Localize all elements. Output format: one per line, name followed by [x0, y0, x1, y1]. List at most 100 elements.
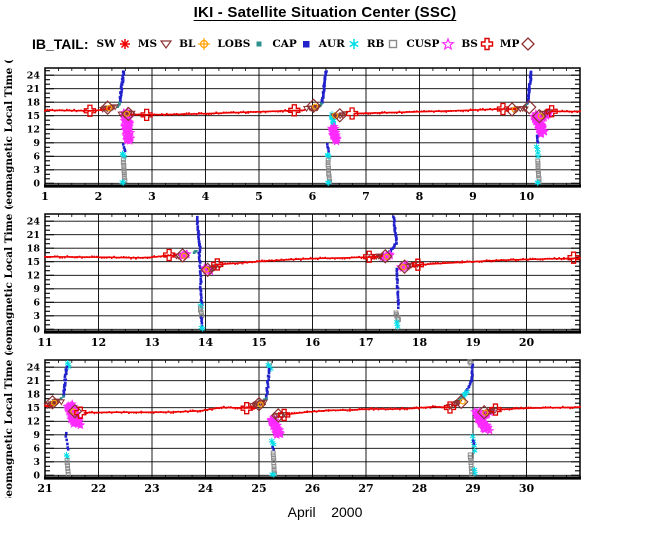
y-axis-title: Geomagnetic Local Time (h)	[3, 60, 15, 206]
legend-label-SW: SW	[96, 38, 116, 50]
svg-text:3: 3	[148, 190, 156, 203]
svg-text:24: 24	[198, 482, 214, 495]
legend-item-CAP: CAP	[272, 33, 313, 56]
legend-label-AUR: AUR	[318, 38, 345, 50]
svg-text:0: 0	[33, 179, 40, 190]
svg-text:14: 14	[198, 336, 214, 349]
svg-text:6: 6	[309, 190, 317, 203]
mp-diamond-markers	[45, 394, 492, 423]
star-open-icon	[439, 33, 456, 56]
y-tick-labels: 0 3 6 9 12 15 18 21 24	[27, 70, 41, 189]
legend-label-LOBS: LOBS	[217, 38, 251, 50]
svg-text:12: 12	[27, 125, 40, 136]
asterisk-6-icon	[345, 33, 362, 56]
mp-diamond-markers	[100, 98, 547, 124]
bl-circle-markers	[50, 398, 489, 416]
gridlines	[44, 214, 580, 332]
svg-text:22: 22	[91, 482, 106, 495]
x-axis-title: April 2000	[287, 504, 363, 520]
svg-text:18: 18	[27, 389, 41, 400]
legend-item-CUSP: CUSP	[406, 33, 456, 56]
legend-item-RB: RB	[367, 33, 402, 56]
diamond-open-icon	[519, 33, 536, 56]
svg-text:30: 30	[519, 482, 535, 495]
svg-text:1: 1	[41, 190, 49, 203]
legend-label-CUSP: CUSP	[406, 38, 440, 50]
legend-label-BS: BS	[461, 38, 478, 50]
panel-2-plot: 0 3 6 9 12 15 18 21 24 11 12 13 14 15 16 17 18 19 20 Geomag…	[3, 206, 581, 352]
svg-text:6: 6	[33, 298, 40, 309]
svg-text:9: 9	[33, 138, 40, 149]
sw-series-line	[44, 404, 581, 416]
y-tick-labels: 0 3 6 9 12 15 18 21 24	[27, 362, 41, 481]
mp-diamond-markers	[175, 248, 412, 278]
svg-text:20: 20	[519, 336, 535, 349]
svg-text:16: 16	[305, 336, 321, 349]
svg-text:25: 25	[251, 482, 266, 495]
svg-text:12: 12	[91, 336, 106, 349]
legend-label-RB: RB	[366, 38, 385, 50]
axes-frame	[44, 213, 581, 334]
legend-item-MP: MP	[500, 33, 537, 56]
x-tick-labels: 11 12 13 14 15 16 17 18 19 20	[37, 336, 534, 349]
panel-3-plot: 0 3 6 9 12 15 18 21 24 21 22 23 24 25 26 27 28 29 30 Geomag…	[3, 352, 581, 498]
svg-text:13: 13	[144, 336, 159, 349]
bs-cross-markers	[83, 102, 558, 121]
svg-text:3: 3	[33, 457, 40, 468]
svg-text:6: 6	[33, 444, 40, 455]
svg-text:4: 4	[202, 190, 210, 203]
legend-item-AUR: AUR	[319, 33, 362, 56]
svg-text:8: 8	[416, 190, 424, 203]
svg-text:21: 21	[37, 482, 52, 495]
svg-text:26: 26	[305, 482, 321, 495]
legend: IB_TAIL: SW MS BL LOBS CAP AUR RB CUSP BS MP	[32, 33, 541, 55]
bl-circle-markers	[181, 252, 407, 273]
svg-text:3: 3	[33, 165, 40, 176]
square-filled-icon	[297, 33, 314, 56]
svg-text:17: 17	[358, 336, 373, 349]
page-title: IKI - Satellite Situation Center (SSC)	[193, 4, 457, 21]
svg-text:28: 28	[412, 482, 428, 495]
sw-series-line	[44, 107, 581, 117]
svg-text:9: 9	[33, 284, 40, 295]
svg-text:24: 24	[27, 216, 41, 227]
gridlines	[44, 360, 580, 478]
svg-text:6: 6	[33, 152, 40, 163]
svg-text:12: 12	[27, 417, 40, 428]
svg-text:0: 0	[33, 471, 40, 482]
x-tick-labels: 1 2 3 4 5 6 7 8 9 10	[41, 190, 534, 203]
svg-text:21: 21	[27, 376, 40, 387]
svg-text:15: 15	[27, 403, 40, 414]
svg-text:18: 18	[27, 97, 41, 108]
svg-text:21: 21	[27, 84, 40, 95]
svg-text:0: 0	[33, 325, 40, 336]
svg-text:3: 3	[33, 311, 40, 322]
square-filled-small-icon	[250, 33, 267, 56]
svg-text:19: 19	[465, 336, 480, 349]
svg-text:24: 24	[27, 362, 41, 373]
triangle-down-open-icon	[157, 33, 174, 56]
svg-text:18: 18	[412, 336, 428, 349]
dataset-label: IB_TAIL:	[32, 36, 89, 52]
legend-item-LOBS: LOBS	[217, 33, 267, 56]
svg-text:2: 2	[95, 190, 103, 203]
x-tick-labels: 21 22 23 24 25 26 27 28 29 30	[37, 482, 534, 495]
svg-text:21: 21	[27, 230, 40, 241]
y-axis-title: Geomagnetic Local Time (h)	[3, 352, 15, 498]
region-scatter-points	[43, 359, 499, 478]
y-tick-labels: 0 3 6 9 12 15 18 21 24	[27, 216, 41, 335]
sun-circle-open-icon	[195, 33, 212, 56]
svg-text:15: 15	[27, 111, 40, 122]
svg-text:7: 7	[362, 190, 370, 203]
svg-text:24: 24	[27, 70, 41, 81]
y-axis-title: Geomagnetic Local Time (h)	[3, 206, 15, 352]
cross-open-icon	[478, 33, 495, 56]
svg-text:11: 11	[37, 336, 52, 349]
bs-cross-markers	[162, 248, 580, 271]
legend-item-BS: BS	[461, 33, 494, 56]
legend-label-CAP: CAP	[272, 38, 297, 50]
svg-text:15: 15	[251, 336, 266, 349]
legend-label-BL: BL	[179, 38, 196, 50]
svg-text:9: 9	[469, 190, 477, 203]
